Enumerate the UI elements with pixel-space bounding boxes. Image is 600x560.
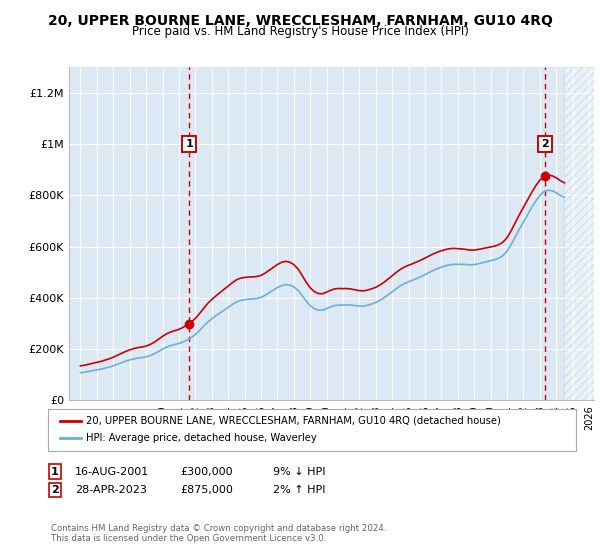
- Text: HPI: Average price, detached house, Waverley: HPI: Average price, detached house, Wave…: [86, 433, 317, 444]
- Text: 2: 2: [51, 485, 59, 495]
- Text: 1: 1: [51, 466, 59, 477]
- Text: 20, UPPER BOURNE LANE, WRECCLESHAM, FARNHAM, GU10 4RQ (detached house): 20, UPPER BOURNE LANE, WRECCLESHAM, FARN…: [86, 416, 500, 426]
- Text: £300,000: £300,000: [180, 466, 233, 477]
- Bar: [565, 67, 594, 400]
- Text: £875,000: £875,000: [180, 485, 233, 495]
- Text: Contains HM Land Registry data © Crown copyright and database right 2024.
This d: Contains HM Land Registry data © Crown c…: [51, 524, 386, 543]
- Text: 1: 1: [185, 139, 193, 149]
- Text: 9% ↓ HPI: 9% ↓ HPI: [273, 466, 325, 477]
- Text: Price paid vs. HM Land Registry's House Price Index (HPI): Price paid vs. HM Land Registry's House …: [131, 25, 469, 38]
- Text: 2: 2: [541, 139, 549, 149]
- Text: 16-AUG-2001: 16-AUG-2001: [75, 466, 149, 477]
- Text: 2% ↑ HPI: 2% ↑ HPI: [273, 485, 325, 495]
- Text: 20, UPPER BOURNE LANE, WRECCLESHAM, FARNHAM, GU10 4RQ: 20, UPPER BOURNE LANE, WRECCLESHAM, FARN…: [47, 14, 553, 28]
- Text: 28-APR-2023: 28-APR-2023: [75, 485, 147, 495]
